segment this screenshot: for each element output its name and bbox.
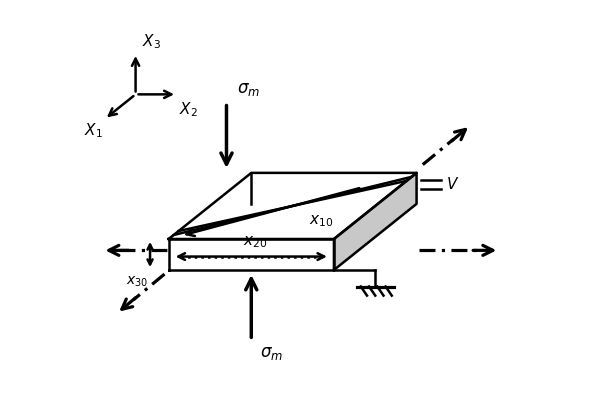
Text: $X_3$: $X_3$ bbox=[142, 32, 161, 51]
Polygon shape bbox=[168, 173, 417, 239]
Text: $V$: $V$ bbox=[447, 176, 459, 192]
Polygon shape bbox=[168, 239, 334, 270]
Text: $\sigma_m$: $\sigma_m$ bbox=[237, 81, 260, 99]
Text: $x_{20}$: $x_{20}$ bbox=[243, 235, 268, 250]
Polygon shape bbox=[334, 173, 417, 270]
Text: $x_{30}$: $x_{30}$ bbox=[126, 274, 148, 289]
Text: $X_1$: $X_1$ bbox=[84, 121, 102, 140]
Text: $X_2$: $X_2$ bbox=[179, 101, 198, 119]
Text: $\sigma_m$: $\sigma_m$ bbox=[259, 344, 282, 362]
Text: $x_{10}$: $x_{10}$ bbox=[309, 213, 334, 229]
